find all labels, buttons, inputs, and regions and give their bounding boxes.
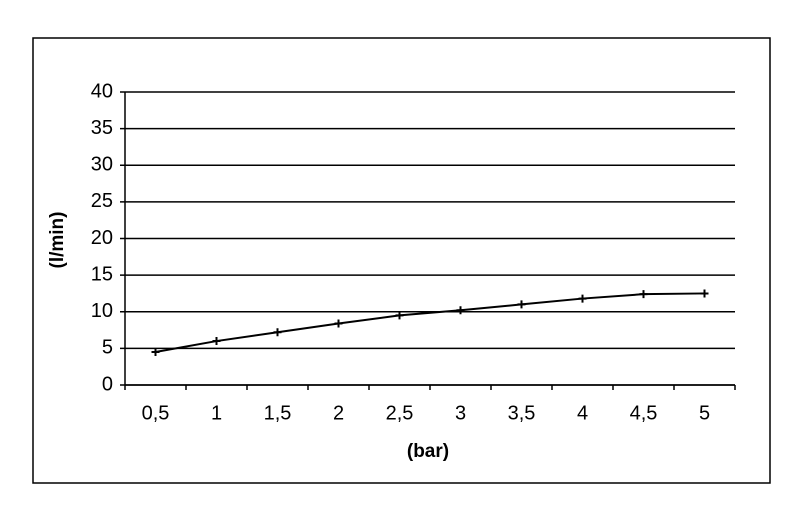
chart-border (32, 37, 771, 484)
x-tick-label: 0,5 (142, 402, 170, 424)
data-point (273, 328, 282, 337)
data-point (700, 289, 709, 298)
y-tick-label: 25 (91, 190, 113, 212)
x-tick-label: 1 (211, 402, 222, 424)
x-tick-label: 3,5 (508, 402, 536, 424)
x-tick-label: 4,5 (630, 402, 658, 424)
x-axis-label: (bar) (407, 441, 449, 462)
x-tick-label: 2 (333, 402, 344, 424)
data-point (212, 337, 221, 346)
x-tick-label: 3 (455, 402, 466, 424)
y-axis-label: (l/min) (47, 212, 68, 269)
data-point (151, 348, 160, 357)
x-tick-label: 2,5 (386, 402, 414, 424)
data-line (155, 292, 705, 354)
y-tick-label: 0 (102, 373, 113, 395)
y-tick-label: 15 (91, 263, 113, 285)
y-tick-label: 30 (91, 154, 113, 176)
data-point (639, 290, 648, 299)
data-point (456, 306, 465, 315)
y-tick-label: 5 (102, 337, 113, 359)
x-tick-label: 1,5 (264, 402, 292, 424)
data-point (395, 311, 404, 320)
data-point (334, 319, 343, 328)
y-tick-label: 35 (91, 117, 113, 139)
x-tick-label: 5 (699, 402, 710, 424)
y-tick-label: 10 (91, 300, 113, 322)
y-tick-label: 40 (91, 80, 113, 102)
x-tick-label: 4 (577, 402, 588, 424)
data-point (578, 294, 587, 303)
y-tick-label: 20 (91, 227, 113, 249)
data-point (517, 300, 526, 309)
